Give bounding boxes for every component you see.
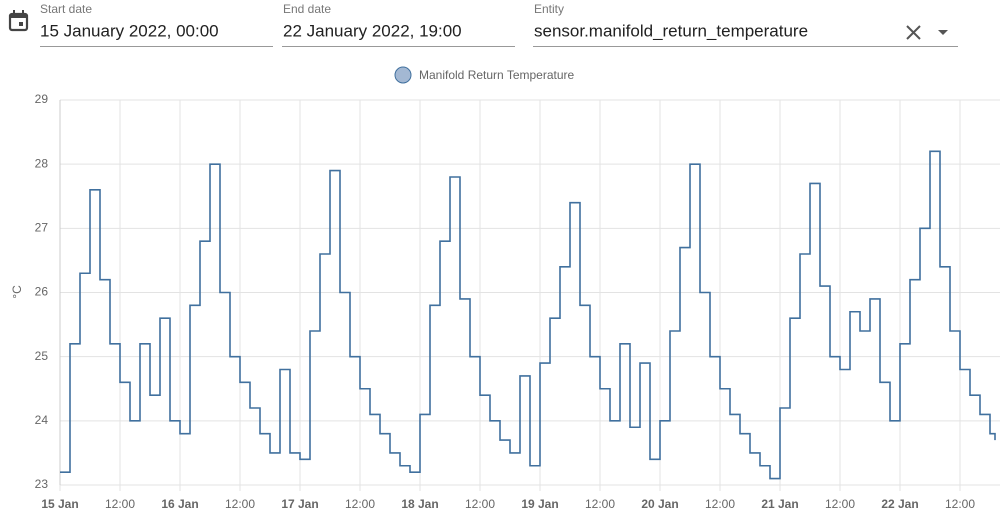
field-value: 22 January 2022, 19:00 [283, 21, 462, 40]
x-tick-label: 17 Jan [281, 497, 318, 511]
x-tick-label: 22 Jan [881, 497, 918, 511]
field-value: sensor.manifold_return_temperature [534, 21, 808, 40]
x-tick-label: 12:00 [585, 497, 615, 511]
field-value: 15 January 2022, 00:00 [40, 21, 219, 40]
y-tick-label: 27 [35, 221, 49, 235]
x-tick-label: 18 Jan [401, 497, 438, 511]
y-tick-label: 29 [35, 92, 49, 106]
entity-field[interactable]: Entity sensor.manifold_return_temperatur… [533, 2, 958, 47]
dropdown-button[interactable] [938, 30, 948, 35]
data-line [60, 150, 996, 480]
legend-label: Manifold Return Temperature [419, 68, 575, 82]
clear-button[interactable] [906, 25, 921, 40]
y-tick-label: 28 [35, 156, 49, 170]
x-tick-label: 12:00 [105, 497, 135, 511]
x-tick-label: 12:00 [225, 497, 255, 511]
x-tick-label: 12:00 [945, 497, 975, 511]
x-tick-label: 16 Jan [161, 497, 198, 511]
y-tick-label: 26 [35, 285, 49, 299]
y-tick-label: 24 [35, 413, 49, 427]
x-tick-label: 20 Jan [641, 497, 678, 511]
calendar-icon[interactable] [8, 10, 29, 32]
field-label: Start date [40, 2, 92, 16]
x-tick-label: 21 Jan [761, 497, 798, 511]
y-tick-label: 23 [35, 477, 49, 491]
x-tick-label: 12:00 [345, 497, 375, 511]
field-label: Entity [534, 2, 564, 16]
x-tick-label: 19 Jan [521, 497, 558, 511]
y-axis-title: °C [10, 285, 24, 299]
x-tick-label: 12:00 [465, 497, 495, 511]
x-tick-label: 15 Jan [41, 497, 78, 511]
legend-marker [394, 66, 412, 84]
x-tick-label: 12:00 [705, 497, 735, 511]
field-label: End date [283, 2, 331, 16]
y-tick-label: 25 [35, 349, 49, 363]
start-date-field[interactable]: Start date 15 January 2022, 00:00 [40, 2, 273, 47]
end-date-field[interactable]: End date 22 January 2022, 19:00 [282, 2, 515, 47]
x-tick-label: 12:00 [825, 497, 855, 511]
